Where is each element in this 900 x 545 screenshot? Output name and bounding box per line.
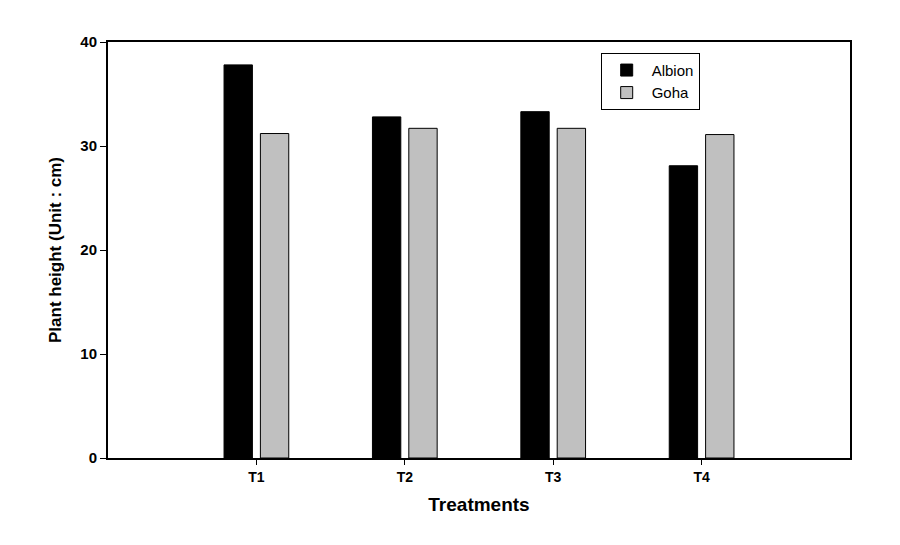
svg-text:Treatments: Treatments	[428, 494, 529, 515]
svg-text:40: 40	[80, 33, 97, 50]
svg-text:0: 0	[89, 449, 97, 466]
svg-text:T1: T1	[248, 469, 265, 485]
svg-text:T4: T4	[693, 469, 710, 485]
svg-text:30: 30	[80, 137, 97, 154]
svg-text:Albion: Albion	[652, 62, 694, 79]
svg-text:10: 10	[80, 345, 97, 362]
svg-text:T2: T2	[397, 469, 414, 485]
svg-text:Plant height (Unit : cm): Plant height (Unit : cm)	[46, 157, 65, 343]
svg-text:20: 20	[80, 241, 97, 258]
svg-text:T3: T3	[545, 469, 562, 485]
svg-text:Goha: Goha	[652, 84, 689, 101]
